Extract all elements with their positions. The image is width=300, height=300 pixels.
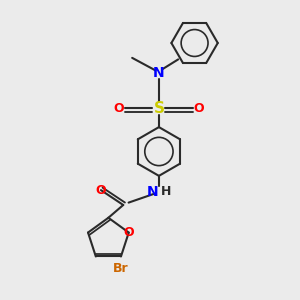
- Text: Br: Br: [113, 262, 129, 275]
- Text: S: S: [153, 101, 164, 116]
- Text: O: O: [96, 184, 106, 196]
- Text: O: O: [113, 102, 124, 115]
- Text: O: O: [123, 226, 134, 239]
- Text: N: N: [153, 66, 165, 80]
- Text: H: H: [160, 185, 171, 198]
- Text: O: O: [194, 102, 204, 115]
- Text: N: N: [147, 184, 158, 199]
